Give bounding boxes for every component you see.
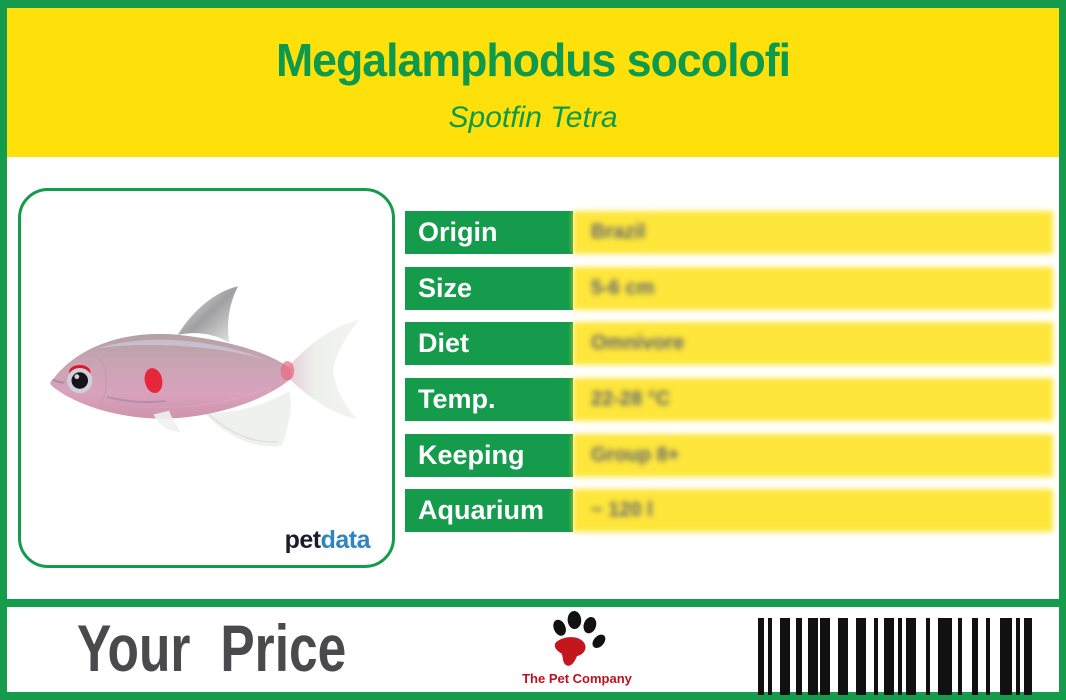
species-title: Megalamphodus socolofi <box>275 33 791 86</box>
header-banner: Megalamphodus socolofi Spotfin Tetra <box>7 8 1059 157</box>
pet-company-logo: The Pet Company <box>512 611 642 686</box>
row-label: Origin <box>405 211 573 254</box>
row-value-blurred: Omnivore <box>573 322 1053 365</box>
petdata-logo-pet: pet <box>284 526 322 554</box>
fish-photo-frame: petdata <box>18 188 395 568</box>
row-label: Diet <box>405 322 573 365</box>
barcode <box>758 618 1032 695</box>
footer-bar: Your Price The Pet Company <box>7 607 1059 695</box>
company-name: The Pet Company <box>522 671 632 686</box>
row-value-blurred: Group 8+ <box>573 434 1053 477</box>
label-card: Megalamphodus socolofi Spotfin Tetra <box>0 8 1066 695</box>
petdata-logo: petdata <box>284 526 371 555</box>
row-value-blurred: 5-6 cm <box>573 267 1053 310</box>
fish-image <box>50 286 360 447</box>
row-value-blurred: 22-28 °C <box>573 378 1053 421</box>
row-label: Temp. <box>405 378 573 421</box>
row-value-blurred: Brazil <box>573 211 1053 254</box>
common-name-subtitle: Spotfin Tetra <box>448 100 618 134</box>
paw-icon <box>553 611 606 666</box>
row-label: Aquarium <box>405 489 573 532</box>
row-value-blurred: ~ 120 l <box>573 489 1053 532</box>
your-price-label: Your Price <box>77 610 347 685</box>
row-label: Size <box>405 267 573 310</box>
footer-divider <box>0 599 1066 607</box>
row-label: Keeping <box>405 434 573 477</box>
petdata-logo-data: data <box>320 526 371 554</box>
